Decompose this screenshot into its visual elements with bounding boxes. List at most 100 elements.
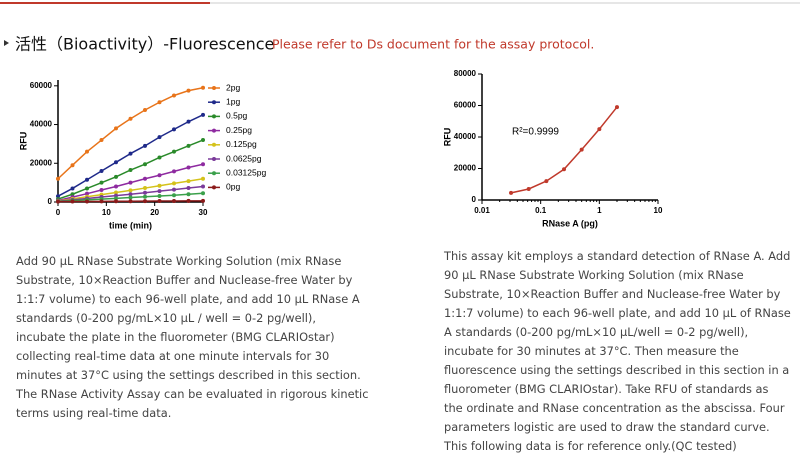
- point: [128, 199, 133, 204]
- point: [128, 195, 133, 200]
- point: [157, 100, 162, 105]
- point: [99, 169, 104, 174]
- point: [56, 199, 60, 204]
- heading-title: 活性（Bioactivity）-Fluorescence: [15, 35, 274, 54]
- point: [143, 194, 147, 199]
- point: [186, 192, 191, 197]
- point: [114, 126, 118, 131]
- point: [114, 196, 118, 201]
- text-line: terms using real-time data.: [16, 406, 172, 420]
- point: [70, 186, 75, 191]
- legend-marker: [212, 114, 216, 119]
- y-tick-label: 60000: [30, 81, 53, 90]
- y-axis-title: RFU: [442, 128, 452, 147]
- point: [172, 127, 176, 132]
- point: [128, 192, 133, 197]
- point: [143, 162, 147, 167]
- point: [114, 160, 118, 165]
- point: [70, 199, 75, 204]
- point: [143, 186, 147, 191]
- paragraph-right: This assay kit employs a standard detect…: [444, 247, 791, 455]
- point: [597, 127, 602, 132]
- point: [172, 149, 176, 154]
- point: [128, 188, 133, 193]
- point: [157, 155, 162, 160]
- text-line: Substrate, 10×Reaction Buffer and Nuclea…: [16, 273, 353, 287]
- point: [85, 191, 89, 196]
- point: [157, 173, 162, 178]
- point: [579, 147, 584, 152]
- text-line: This following data is for reference onl…: [444, 439, 737, 453]
- point: [85, 186, 89, 191]
- point: [70, 192, 75, 197]
- point: [201, 198, 205, 203]
- point: [85, 199, 89, 204]
- x-tick-label: 1: [597, 206, 602, 215]
- text-line: parameters logistic are used to draw the…: [444, 420, 770, 434]
- charts: 活性（Bioactivity）-Fluorescence Please refe…: [0, 2, 800, 230]
- legend-marker: [212, 100, 216, 105]
- x-tick-label: 0.01: [474, 206, 490, 215]
- point: [157, 199, 162, 204]
- point: [128, 116, 133, 121]
- point: [172, 169, 176, 174]
- legend-marker: [212, 157, 216, 161]
- series-line: [510, 106, 618, 194]
- text-line: the ordinate and RNase concentration as …: [444, 401, 785, 415]
- legend-label: 0.25pg: [226, 125, 252, 135]
- point: [186, 186, 191, 191]
- x-axis-title: RNase A (pg): [542, 218, 598, 228]
- point: [201, 162, 205, 167]
- point: [143, 108, 147, 113]
- y-tick-label: 80000: [454, 69, 477, 78]
- point: [128, 151, 133, 156]
- point: [172, 181, 176, 186]
- text-line: fluorometer (BMG CLARIOstar). Take RFU o…: [444, 382, 769, 396]
- legend-label: 1pg: [226, 96, 240, 106]
- point: [143, 199, 147, 204]
- point: [99, 138, 104, 143]
- point: [114, 174, 118, 179]
- point: [201, 138, 205, 143]
- text-line: This assay kit employs a standard detect…: [444, 249, 791, 263]
- point: [186, 119, 191, 124]
- text-line: Add 90 μL RNase Substrate Working Soluti…: [16, 254, 342, 268]
- series-line: [57, 87, 204, 180]
- point: [186, 88, 191, 93]
- paragraph-left: Add 90 μL RNase Substrate Working Soluti…: [16, 252, 368, 423]
- bullet: [4, 40, 9, 46]
- point: [157, 135, 162, 140]
- point: [56, 194, 60, 199]
- point: [201, 184, 205, 189]
- point: [143, 143, 147, 148]
- legend-marker: [212, 185, 216, 190]
- point: [201, 176, 205, 181]
- point: [172, 198, 176, 203]
- point: [186, 143, 191, 148]
- legend-label: 0.5pg: [226, 111, 248, 121]
- legend-label: 2pg: [226, 82, 240, 92]
- legend-marker: [212, 142, 216, 147]
- point: [562, 167, 567, 172]
- point: [201, 112, 205, 117]
- point: [172, 93, 176, 98]
- heading-note: Please refer to Ds document for the assa…: [272, 37, 594, 52]
- y-axis-title: RFU: [18, 132, 28, 151]
- point: [99, 187, 104, 192]
- point: [544, 179, 549, 184]
- text-line: standards (0-200 pg/mL×10 μL / well = 0-…: [16, 311, 316, 325]
- point: [614, 105, 619, 110]
- legend-marker: [212, 171, 216, 176]
- y-tick-label: 0: [472, 195, 477, 204]
- point: [85, 177, 89, 182]
- text-line: incubate the plate in the fluorometer (B…: [16, 330, 335, 344]
- point: [99, 199, 104, 204]
- text-line: incubate for 30 minutes at 37°C. Then me…: [444, 344, 739, 358]
- point: [85, 149, 89, 154]
- point: [186, 198, 191, 203]
- point: [56, 176, 60, 181]
- y-tick-label: 60000: [454, 101, 477, 110]
- text-line: 1:1:7 volume) to each 96-well plate, and…: [16, 292, 360, 306]
- point: [143, 176, 147, 181]
